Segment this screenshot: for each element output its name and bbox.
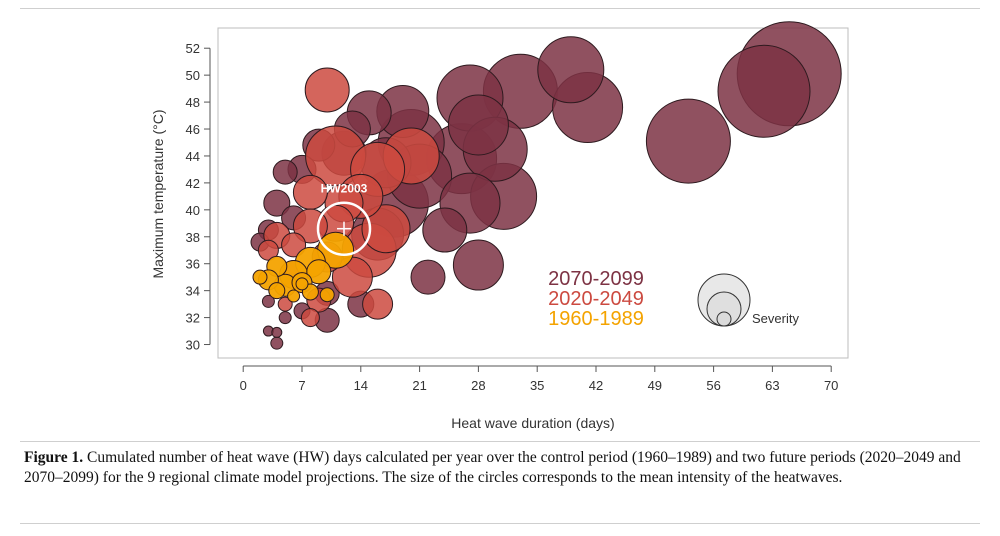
x-tick-label-14: 14 — [354, 378, 368, 393]
caption-rule — [20, 441, 980, 442]
severity-circle-2 — [716, 311, 732, 327]
x-tick-label-70: 70 — [824, 378, 838, 393]
legend-entry-2070-2099: 2070-2099 — [548, 268, 644, 290]
bubble-2070-2099-26 — [263, 189, 291, 217]
y-axis-label: Maximum temperature (°C) — [150, 110, 166, 279]
y-tick-label-36: 36 — [186, 257, 200, 272]
x-tick-label-35: 35 — [530, 378, 544, 393]
y-tick-label-30: 30 — [186, 338, 200, 353]
y-tick-label-42: 42 — [186, 176, 200, 191]
severity-label: Severity — [752, 311, 799, 326]
x-tick-label-0: 0 — [240, 378, 247, 393]
bubble-1960-1989-13 — [295, 277, 309, 291]
hw2003-label: HW2003 — [321, 182, 368, 196]
bottom-rule — [20, 523, 980, 524]
y-tick-label-46: 46 — [186, 122, 200, 137]
bubble-2070-2099-7 — [537, 36, 605, 104]
hw2003-ring — [316, 201, 372, 256]
y-tick-label-44: 44 — [186, 149, 200, 164]
bubble-2070-2099-39 — [271, 326, 283, 338]
bubble-2020-2049-5 — [304, 67, 350, 113]
legend-entry-1960-1989: 1960-1989 — [548, 308, 644, 330]
bubble-2020-2049-12 — [362, 288, 394, 320]
bubble-1960-1989-10 — [319, 287, 335, 303]
bubble-2070-2099-13 — [447, 94, 509, 156]
caption-text: Cumulated number of heat wave (HW) days … — [24, 449, 961, 486]
y-tick-label-52: 52 — [186, 41, 200, 56]
bubble-2070-2099-2 — [645, 98, 731, 184]
bubble-2070-2099-23 — [410, 259, 446, 295]
y-tick-label-32: 32 — [186, 311, 200, 326]
x-tick-label-56: 56 — [706, 378, 720, 393]
bubble-1960-1989-11 — [252, 269, 268, 285]
x-tick-label-28: 28 — [471, 378, 485, 393]
annotation-layer: HW2003 — [316, 182, 372, 256]
caption-label: Figure 1. — [24, 449, 84, 466]
bubble-2020-2049-15 — [281, 232, 307, 258]
bubble-2070-2099-36 — [270, 336, 284, 350]
x-tick-label-21: 21 — [412, 378, 426, 393]
bubbles-layer — [250, 21, 842, 350]
y-tick-label-50: 50 — [186, 68, 200, 83]
bubble-1960-1989-3 — [306, 259, 332, 285]
y-tick-label-38: 38 — [186, 230, 200, 245]
x-tick-label-63: 63 — [765, 378, 779, 393]
bubble-2070-2099-35 — [278, 311, 292, 325]
x-axis-label: Heat wave duration (days) — [451, 415, 614, 431]
x-tick-label-7: 7 — [298, 378, 305, 393]
bubble-2070-2099-37 — [261, 294, 275, 308]
bubble-2070-2099-28 — [272, 159, 298, 185]
bubble-2070-2099-17 — [452, 239, 504, 291]
bubble-2070-2099-1 — [717, 44, 811, 138]
x-axis: 0 7 14 21 28 35 42 49 56 63 70 — [240, 365, 838, 393]
bubble-2070-2099-19 — [422, 207, 468, 253]
figure-caption: Figure 1. Cumulated number of heat wave … — [24, 448, 974, 488]
bubble-2020-2049-4 — [361, 204, 411, 254]
top-rule — [20, 8, 980, 9]
bubble-chart: HW2003 0 7 14 21 28 35 42 49 56 63 70 30 32 34 36 38 40… — [150, 21, 849, 431]
y-axis: 30 32 34 36 38 40 42 44 46 48 50 52 — [186, 41, 211, 353]
bubble-2020-2049-20 — [277, 296, 293, 312]
legend-entry-2020-2049: 2020-2049 — [548, 288, 644, 310]
bubble-1960-1989-12 — [287, 289, 301, 303]
y-tick-label-34: 34 — [186, 284, 200, 299]
y-tick-label-40: 40 — [186, 203, 200, 218]
x-tick-label-42: 42 — [589, 378, 603, 393]
x-tick-label-49: 49 — [648, 378, 662, 393]
bubble-1960-1989-9 — [268, 282, 286, 300]
y-tick-label-48: 48 — [186, 95, 200, 110]
bubble-2020-2049-19 — [300, 308, 320, 328]
